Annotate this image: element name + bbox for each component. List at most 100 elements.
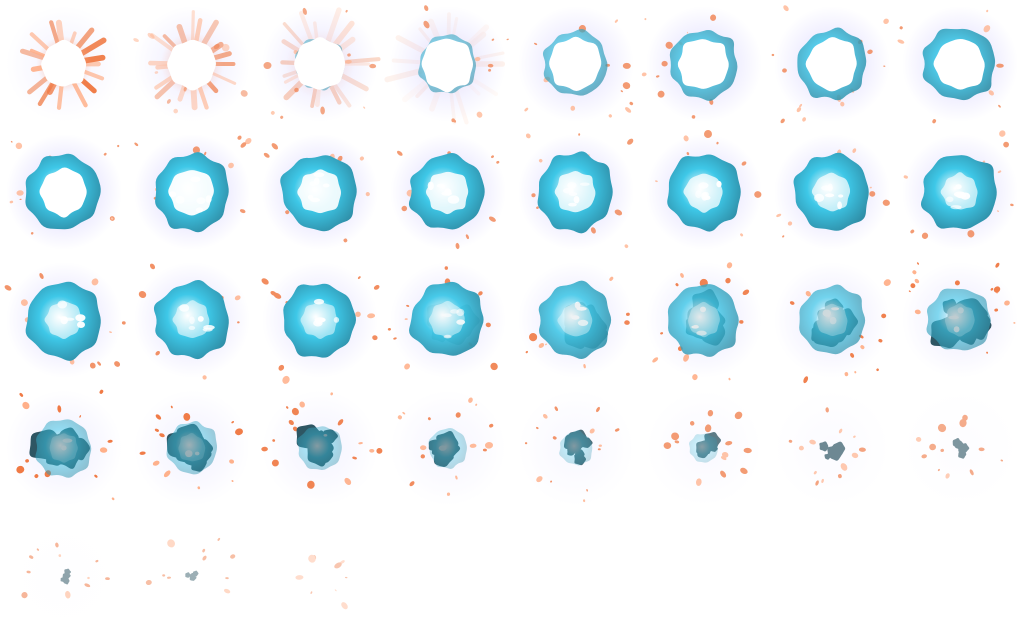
explosion-frame-13-graphic — [518, 133, 634, 250]
smoke-cloud — [60, 568, 72, 585]
explosion-frame-17-graphic — [4, 262, 126, 378]
explosion-frame-17 — [0, 256, 128, 384]
explosion-frame-11-graphic — [262, 134, 378, 250]
ember-sparks — [525, 276, 630, 369]
explosion-frame-20 — [384, 256, 512, 384]
explosion-frame-32 — [896, 384, 1024, 512]
explosion-frame-14 — [640, 128, 768, 256]
explosion-frame-4 — [384, 0, 512, 128]
explosion-frame-1 — [0, 0, 128, 128]
explosion-frame-1-graphic — [6, 6, 122, 122]
plasma-cloud — [166, 421, 218, 475]
ember-sparks — [903, 130, 1014, 239]
ember-sparks — [397, 397, 494, 496]
hot-core — [805, 37, 857, 92]
hot-core — [300, 301, 338, 340]
ember-sparks — [771, 5, 889, 124]
ember-sparks — [261, 276, 380, 384]
smoke-cloud — [819, 441, 846, 461]
explosion-frame-21-graphic — [518, 262, 634, 378]
ember-sparks — [897, 9, 1004, 124]
explosion-frame-4-graphic — [384, 5, 509, 125]
explosion-frame-14-graphic — [646, 130, 762, 250]
explosion-frame-25-graphic — [6, 389, 122, 506]
explosion-frame-27-graphic — [261, 390, 383, 506]
hot-core — [549, 36, 602, 92]
explosion-frame-24 — [896, 256, 1024, 384]
explosion-frame-21 — [512, 256, 640, 384]
explosion-frame-9-graphic — [6, 134, 122, 250]
plasma-cloud — [35, 419, 92, 478]
ember-sparks — [663, 410, 752, 486]
hot-core — [554, 171, 596, 213]
hot-core — [168, 170, 214, 216]
ember-sparks — [915, 414, 1004, 479]
explosion-frame-33 — [0, 512, 128, 640]
explosion-frame-5-graphic — [518, 6, 634, 122]
explosion-frame-18 — [128, 256, 256, 384]
explosion-frame-6 — [640, 0, 768, 128]
hot-core — [425, 171, 469, 215]
ember-sparks — [21, 542, 110, 599]
explosion-frame-34 — [128, 512, 256, 640]
ember-sparks — [789, 279, 891, 384]
hot-core — [294, 37, 346, 90]
plasma-cloud — [409, 281, 484, 356]
hot-core — [167, 39, 216, 91]
plasma-cloud — [667, 284, 739, 357]
ember-sparks — [652, 262, 750, 381]
explosion-frame-7 — [768, 0, 896, 128]
ember-sparks — [133, 32, 248, 114]
explosion-frame-35 — [256, 512, 384, 640]
hot-core — [428, 300, 465, 338]
explosion-frame-16-graphic — [902, 130, 1018, 250]
explosion-frame-23 — [768, 256, 896, 384]
hot-core — [49, 433, 78, 463]
ember-sparks — [145, 537, 236, 594]
ember-sparks — [908, 262, 1016, 354]
ember-sparks — [654, 130, 762, 237]
hot-core — [178, 432, 206, 462]
hot-core — [688, 301, 720, 338]
explosion-frame-33-graphic — [6, 518, 122, 634]
explosion-frame-15 — [768, 128, 896, 256]
explosion-frame-27 — [256, 384, 384, 512]
hot-core — [172, 300, 210, 339]
explosion-frame-26-graphic — [134, 390, 250, 506]
hot-core — [944, 303, 975, 337]
hot-core — [683, 173, 723, 213]
explosion-frame-13 — [512, 128, 640, 256]
explosion-frame-25 — [0, 384, 128, 512]
explosion-frame-10 — [128, 128, 256, 256]
explosion-frame-2 — [128, 0, 256, 128]
explosion-frame-31 — [768, 384, 896, 512]
explosion-frame-7-graphic — [771, 5, 890, 124]
ember-sparks — [261, 392, 383, 489]
explosion-frame-20-graphic — [387, 262, 506, 378]
hot-core — [557, 302, 593, 337]
explosion-frame-2-graphic — [133, 6, 250, 122]
hot-core — [39, 167, 87, 218]
explosion-frame-3 — [256, 0, 384, 128]
hot-core — [677, 39, 729, 89]
ember-sparks — [295, 554, 348, 610]
hot-core — [933, 39, 985, 90]
hot-core — [811, 172, 851, 212]
explosion-frame-30-graphic — [646, 390, 762, 506]
explosion-frame-30 — [640, 384, 768, 512]
explosion-frame-28-graphic — [390, 390, 506, 506]
explosion-frame-19-graphic — [261, 262, 380, 384]
hot-core — [297, 169, 342, 214]
plasma-cloud — [799, 284, 866, 355]
hot-core — [41, 39, 87, 87]
explosion-frame-9 — [0, 128, 128, 256]
explosion-frame-12 — [384, 128, 512, 256]
plasma-cloud — [688, 433, 719, 463]
explosion-frame-6-graphic — [641, 6, 762, 122]
explosion-frame-8 — [896, 0, 1024, 128]
ember-sparks — [4, 273, 126, 369]
explosion-frame-34-graphic — [145, 537, 236, 594]
explosion-frame-35-graphic — [295, 554, 348, 610]
explosion-frame-26 — [128, 384, 256, 512]
